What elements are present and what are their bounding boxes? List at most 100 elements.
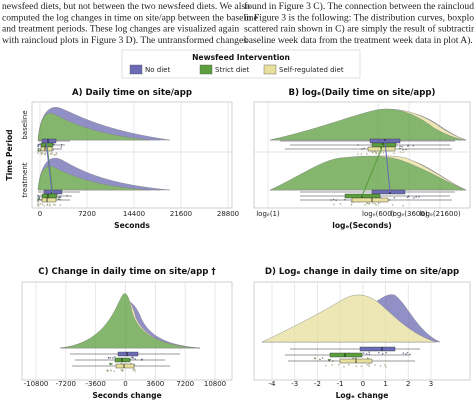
rain-dot xyxy=(109,363,112,365)
density xyxy=(59,293,201,349)
rain-dot xyxy=(327,358,330,361)
rain-dot xyxy=(131,356,133,359)
rain-dot xyxy=(333,203,335,206)
rain-dot xyxy=(374,151,377,153)
x-tick-label: logₑ(21600) xyxy=(419,210,461,218)
density xyxy=(261,294,437,343)
rain-dot xyxy=(374,364,376,366)
legend-title: Newsfeed Intervention xyxy=(192,53,290,62)
density xyxy=(37,166,151,191)
rain-dot xyxy=(406,196,409,198)
rain-dot xyxy=(381,353,384,355)
rain-dot xyxy=(385,352,387,354)
x-tick-label: logₑ(1) xyxy=(256,210,280,218)
rain-dot xyxy=(355,357,357,359)
rain-dot xyxy=(52,203,55,206)
paragraph-line: baseline week data from the treatment we… xyxy=(244,35,473,46)
box xyxy=(371,142,397,148)
box xyxy=(41,138,57,144)
x-tick-label: logₑ(3600) xyxy=(391,210,428,218)
rain-dot xyxy=(319,358,321,361)
legend-key xyxy=(129,64,143,75)
box xyxy=(41,193,58,199)
rain-dot xyxy=(37,204,40,207)
rain-dot xyxy=(402,352,404,354)
rain-dot xyxy=(59,204,62,206)
rain-dot xyxy=(41,203,44,205)
rain-dot xyxy=(375,204,377,206)
paragraph-line: found in Figure 3 C). The connection bet… xyxy=(244,1,474,12)
x-tick-label: 3600 xyxy=(146,380,164,388)
x-tick-label: -2 xyxy=(314,380,321,388)
connector xyxy=(361,144,384,197)
rain-dot xyxy=(391,204,394,206)
rain-dot xyxy=(314,357,316,359)
rain-dot xyxy=(402,151,404,154)
rain-dot xyxy=(329,358,331,361)
x-tick-label: 1 xyxy=(383,380,387,388)
x-tick-label: 2 xyxy=(406,380,410,388)
rain-dot xyxy=(112,357,114,359)
x-tick-label: 28800 xyxy=(217,210,239,218)
rain-dot xyxy=(106,370,109,373)
rain-dot xyxy=(39,143,41,145)
rain-dot xyxy=(55,152,58,154)
rain-dot xyxy=(40,152,43,154)
rain-dot xyxy=(409,353,411,356)
rain-dot xyxy=(141,358,143,360)
paragraph-line: with raincloud plots in Figure 3 D). The… xyxy=(2,35,247,46)
panel-frame xyxy=(31,101,233,209)
rain-dot xyxy=(413,197,415,199)
rain-dot xyxy=(39,203,41,205)
rain-dot xyxy=(378,352,380,354)
rain-dot xyxy=(41,152,44,154)
rain-dot xyxy=(38,196,41,199)
x-tick-label: logₑ(600) xyxy=(362,210,395,218)
rain-dot xyxy=(348,364,350,366)
panel-title: C) Change in daily time on site/app † xyxy=(38,267,216,277)
rain-dot xyxy=(343,366,345,368)
rain-dot xyxy=(366,202,368,204)
rain-dot xyxy=(377,202,380,204)
legend-label: Self-regulated diet xyxy=(279,66,344,74)
x-axis-label: Seconds xyxy=(114,221,150,230)
rain-dot xyxy=(366,153,368,155)
density xyxy=(269,108,467,141)
rain-dot xyxy=(321,357,324,359)
panel-title: D) Logₑ change in daily time on site/app xyxy=(265,267,459,277)
rain-dot xyxy=(53,154,56,156)
box xyxy=(359,346,396,352)
paragraph-line: scattered rain shown in C) are simply th… xyxy=(244,24,474,35)
x-axis-label: logₑ(Seconds) xyxy=(332,221,392,230)
rain-dot xyxy=(43,205,46,207)
rain-dot xyxy=(402,149,404,151)
box xyxy=(351,197,389,203)
x-axis-label: Logₑ change xyxy=(336,391,389,400)
legend-key xyxy=(199,64,213,75)
rain-dot xyxy=(46,203,49,205)
rain-dot xyxy=(368,363,370,365)
rain-dot xyxy=(350,203,353,206)
x-tick-label: -4 xyxy=(269,380,277,388)
rain-dot xyxy=(325,364,327,367)
rain-dot xyxy=(337,363,340,366)
density xyxy=(269,155,467,191)
rain-dot xyxy=(355,365,358,367)
rain-dot xyxy=(362,352,365,354)
x-tick-label: -7200 xyxy=(56,380,76,388)
rain-dot xyxy=(107,357,110,359)
rain-dot xyxy=(382,152,385,154)
rain-dot xyxy=(121,370,124,372)
rain-dot xyxy=(132,357,134,359)
rain-dot xyxy=(134,370,136,372)
rain-dot xyxy=(368,365,370,367)
y-tick-label: baseline xyxy=(21,110,29,139)
rain-dot xyxy=(51,153,53,155)
x-tick-label: 0 xyxy=(38,210,42,218)
rain-dot xyxy=(393,197,396,199)
x-tick-label: 21600 xyxy=(170,210,192,218)
rain-dot xyxy=(37,145,39,148)
rain-dot xyxy=(58,196,60,199)
rain-dot xyxy=(399,145,401,148)
box xyxy=(117,351,139,357)
